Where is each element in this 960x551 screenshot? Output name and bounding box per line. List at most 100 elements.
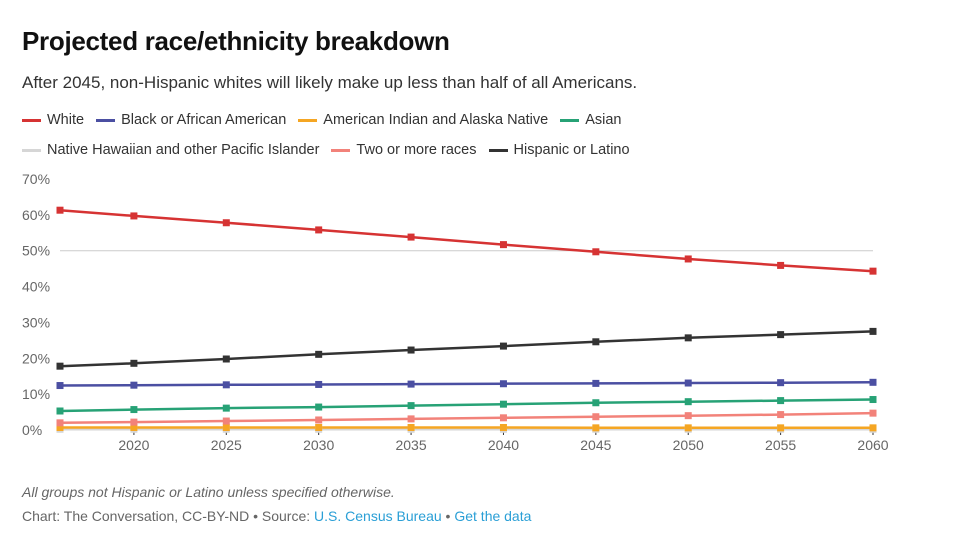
x-axis: 2020 2025 2030 2035 2040 2045 2050 2055 2060 — [118, 430, 889, 453]
data-point-white[interactable] — [684, 255, 692, 263]
source-link[interactable]: U.S. Census Bureau — [314, 508, 442, 524]
data-point-two-or-more-races[interactable] — [222, 417, 230, 425]
data-point-black-or-african-american[interactable] — [499, 380, 507, 388]
data-point-hispanic-or-latino[interactable] — [777, 331, 785, 339]
data-point-american-indian-and-alaska-native[interactable] — [407, 423, 415, 431]
series-points — [56, 206, 877, 433]
data-point-two-or-more-races[interactable] — [130, 418, 138, 426]
legend-item-american-indian[interactable]: American Indian and Alaska Native — [298, 112, 548, 128]
data-point-black-or-african-american[interactable] — [222, 381, 230, 389]
data-point-asian[interactable] — [592, 399, 600, 407]
data-point-black-or-african-american[interactable] — [869, 378, 877, 386]
data-point-hispanic-or-latino[interactable] — [407, 346, 415, 354]
credit-prefix: Chart: The Conversation, CC-BY-ND • Sour… — [22, 508, 315, 524]
data-point-black-or-african-american[interactable] — [315, 380, 323, 388]
data-point-two-or-more-races[interactable] — [315, 416, 323, 424]
data-point-white[interactable] — [499, 241, 507, 249]
data-point-white[interactable] — [592, 248, 600, 256]
data-point-hispanic-or-latino[interactable] — [315, 350, 323, 358]
data-point-asian[interactable] — [684, 398, 692, 406]
data-point-black-or-african-american[interactable] — [592, 379, 600, 387]
data-point-american-indian-and-alaska-native[interactable] — [222, 423, 230, 431]
series-line-two-or-more-races — [59, 411, 874, 425]
legend-item-hispanic[interactable]: Hispanic or Latino — [488, 142, 630, 158]
x-tick-label: 2055 — [765, 437, 796, 453]
data-point-hispanic-or-latino[interactable] — [684, 334, 692, 342]
legend-item-black[interactable]: Black or African American — [96, 112, 286, 128]
data-point-asian[interactable] — [56, 407, 64, 415]
data-point-hispanic-or-latino[interactable] — [592, 338, 600, 346]
data-point-american-indian-and-alaska-native[interactable] — [130, 423, 138, 431]
chart-legend: White Black or African American American… — [22, 110, 922, 170]
legend-swatch-hispanic — [488, 148, 508, 152]
legend-label-two-or-more: Two or more races — [356, 142, 477, 158]
data-point-asian[interactable] — [777, 397, 785, 405]
data-point-two-or-more-races[interactable] — [869, 409, 877, 417]
x-tick-label: 2030 — [303, 437, 334, 453]
line-chart: 70% 60% 50% 40% 30% 20% 10% 0% 2020 2025 2030 2035… — [22, 171, 889, 453]
data-point-white[interactable] — [56, 206, 64, 214]
series-line-hispanic-or-latino — [59, 330, 874, 368]
data-point-two-or-more-races[interactable] — [777, 411, 785, 419]
series-line-black-or-african-american — [59, 381, 874, 387]
data-point-american-indian-and-alaska-native[interactable] — [869, 424, 877, 432]
legend-swatch-two-or-more — [331, 148, 351, 152]
data-point-two-or-more-races[interactable] — [592, 413, 600, 421]
legend-label-white: White — [47, 112, 85, 128]
legend-swatch-asian — [560, 118, 580, 122]
data-point-hispanic-or-latino[interactable] — [130, 359, 138, 367]
data-point-american-indian-and-alaska-native[interactable] — [684, 424, 692, 432]
data-point-two-or-more-races[interactable] — [684, 412, 692, 420]
y-tick-label: 10% — [22, 386, 50, 402]
data-point-asian[interactable] — [869, 396, 877, 404]
data-point-black-or-african-american[interactable] — [684, 379, 692, 387]
x-tick-label: 2025 — [211, 437, 242, 453]
legend-item-asian[interactable]: Asian — [560, 112, 621, 128]
data-point-american-indian-and-alaska-native[interactable] — [56, 423, 64, 431]
data-point-asian[interactable] — [499, 400, 507, 408]
data-point-hispanic-or-latino[interactable] — [499, 342, 507, 350]
chart-title: Projected race/ethnicity breakdown — [22, 26, 450, 56]
data-point-white[interactable] — [222, 219, 230, 227]
y-axis: 70% 60% 50% 40% 30% 20% 10% 0% — [22, 171, 50, 438]
data-point-asian[interactable] — [315, 403, 323, 411]
legend-swatch-american-indian — [298, 118, 318, 122]
chart-footnote: All groups not Hispanic or Latino unless… — [22, 484, 395, 500]
x-tick-label: 2050 — [673, 437, 704, 453]
data-point-black-or-african-american[interactable] — [407, 380, 415, 388]
data-point-two-or-more-races[interactable] — [499, 414, 507, 422]
data-point-american-indian-and-alaska-native[interactable] — [499, 423, 507, 431]
data-point-white[interactable] — [407, 233, 415, 241]
x-tick-label: 2045 — [580, 437, 611, 453]
get-the-data-link[interactable]: Get the data — [454, 508, 532, 524]
data-point-hispanic-or-latino[interactable] — [56, 362, 64, 370]
y-tick-label: 20% — [22, 350, 50, 366]
data-point-black-or-african-american[interactable] — [130, 381, 138, 389]
data-point-american-indian-and-alaska-native[interactable] — [777, 424, 785, 432]
legend-item-white[interactable]: White — [22, 112, 84, 128]
series-line-asian — [59, 398, 874, 413]
data-point-black-or-african-american[interactable] — [777, 379, 785, 387]
data-point-white[interactable] — [777, 261, 785, 269]
data-point-white[interactable] — [869, 267, 877, 275]
x-tick-label: 2060 — [857, 437, 888, 453]
data-point-two-or-more-races[interactable] — [407, 415, 415, 423]
y-tick-label: 60% — [22, 207, 50, 223]
data-point-white[interactable] — [130, 212, 138, 220]
data-point-hispanic-or-latino[interactable] — [222, 355, 230, 363]
data-point-two-or-more-races[interactable] — [56, 419, 64, 427]
legend-item-two-or-more[interactable]: Two or more races — [331, 142, 477, 158]
data-point-hispanic-or-latino[interactable] — [869, 327, 877, 335]
data-point-black-or-african-american[interactable] — [56, 382, 64, 390]
data-point-american-indian-and-alaska-native[interactable] — [315, 423, 323, 431]
legend-swatch-pacific-islander — [22, 148, 41, 152]
data-point-asian[interactable] — [130, 406, 138, 414]
legend-row-1: White Black or African American American… — [22, 110, 922, 130]
data-point-asian[interactable] — [407, 402, 415, 410]
y-tick-label: 40% — [22, 279, 50, 295]
data-point-american-indian-and-alaska-native[interactable] — [592, 424, 600, 432]
data-point-asian[interactable] — [222, 404, 230, 412]
series-line-white — [59, 208, 874, 273]
data-point-white[interactable] — [315, 226, 323, 234]
legend-item-pacific-islander[interactable]: Native Hawaiian and other Pacific Island… — [22, 142, 319, 158]
